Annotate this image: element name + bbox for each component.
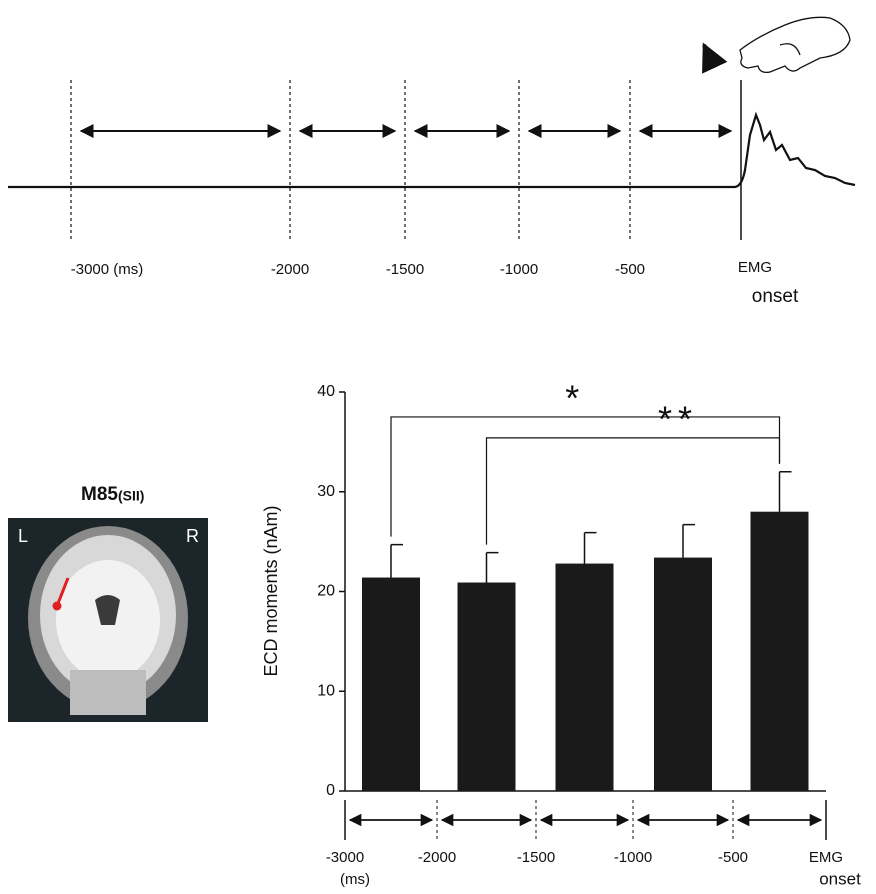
bar xyxy=(362,577,420,791)
brain-left: L xyxy=(18,526,28,546)
y-tick-label: 10 xyxy=(317,682,335,699)
timeline-label: -500 xyxy=(615,261,645,278)
hand-arrow xyxy=(702,42,728,74)
bar xyxy=(457,582,516,791)
bar xyxy=(555,563,614,791)
hand-icon xyxy=(739,16,851,74)
significance-label: * xyxy=(565,377,585,418)
significance-bracket xyxy=(485,437,781,545)
timeline-label: -3000 (ms) xyxy=(71,261,144,278)
emg-trace xyxy=(8,111,856,189)
bar xyxy=(654,557,712,791)
error-bar xyxy=(778,471,792,512)
boundary-label: -2000 xyxy=(418,849,456,866)
onset-label: onset xyxy=(752,286,799,307)
significance-bracket xyxy=(390,416,781,537)
error-bar xyxy=(682,523,695,558)
significance-label: ** xyxy=(658,398,698,439)
boundary-label: -1500 xyxy=(517,849,555,866)
brain-title: M85 xyxy=(81,484,118,505)
boundary-label: -500 xyxy=(718,849,748,866)
boundary-sublabel: (ms) xyxy=(340,871,370,888)
brain-region: (SII) xyxy=(118,488,144,504)
error-bar xyxy=(390,543,403,578)
boundary-label: -1000 xyxy=(614,849,652,866)
emg-label: EMG xyxy=(738,259,772,276)
y-tick-label: 40 xyxy=(317,383,335,400)
error-bar xyxy=(583,531,597,564)
brain-image xyxy=(8,518,208,722)
y-tick-label: 20 xyxy=(317,583,335,600)
boundary-label: -3000 xyxy=(326,849,364,866)
boundary-label: EMG xyxy=(809,849,843,866)
timeline-label: -1000 xyxy=(500,261,538,278)
y-axis-label: ECD moments (nAm) xyxy=(261,505,281,676)
timeline-label: -1500 xyxy=(386,261,424,278)
timeline-label: -2000 xyxy=(271,261,309,278)
bar xyxy=(750,511,809,791)
error-bar xyxy=(485,551,499,583)
y-tick-label: 30 xyxy=(317,483,335,500)
boundary-sublabel: onset xyxy=(819,869,861,888)
y-tick-label: 0 xyxy=(326,782,335,799)
brain-right: R xyxy=(186,526,199,546)
